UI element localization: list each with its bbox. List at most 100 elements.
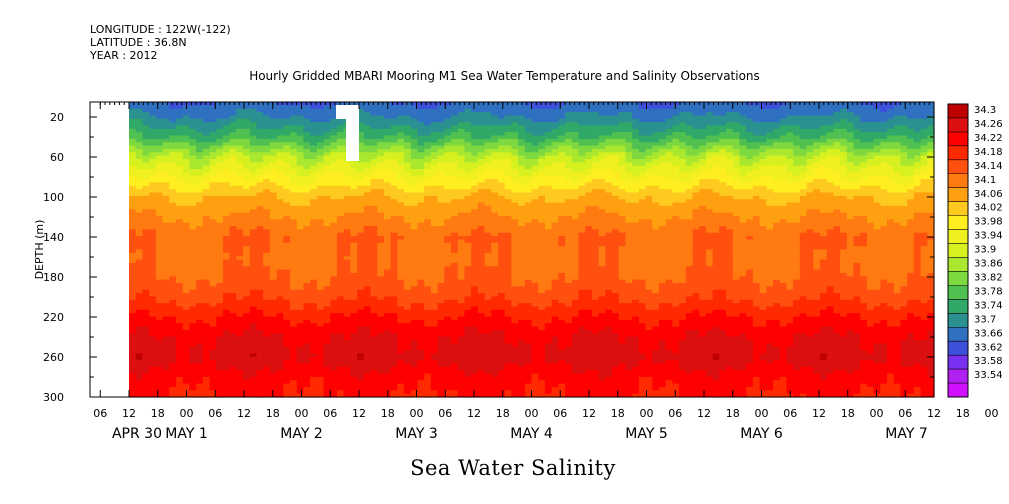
heatmap-cell [504, 118, 512, 123]
heatmap-cell [222, 165, 231, 170]
heatmap-cell [437, 172, 445, 177]
heatmap-cell [739, 185, 747, 190]
heatmap-cell [135, 189, 144, 194]
heatmap-cell [129, 192, 137, 197]
heatmap-cell [444, 118, 452, 123]
heatmap-cell [705, 226, 714, 230]
heatmap-cell [591, 205, 600, 210]
heatmap-cell [759, 209, 767, 214]
heatmap-cell [357, 148, 365, 153]
heatmap-cell [658, 232, 667, 237]
heatmap-cell [799, 172, 808, 177]
heatmap-cell [444, 229, 452, 234]
heatmap-cell [316, 182, 325, 187]
heatmap-cell [162, 162, 170, 167]
heatmap-cell [216, 142, 224, 147]
heatmap-cell [692, 212, 700, 217]
heatmap-cell [712, 125, 720, 130]
heatmap-cell [605, 128, 613, 133]
heatmap-cell [303, 135, 311, 140]
heatmap-cell [819, 172, 828, 177]
heatmap-cell [209, 212, 217, 217]
heatmap-cell [645, 179, 653, 184]
heatmap-cell [652, 128, 660, 133]
heatmap-cell [719, 209, 727, 214]
heatmap-cell [793, 215, 801, 220]
heatmap-cell [336, 219, 345, 224]
heatmap-cell [746, 175, 754, 180]
heatmap-cell [752, 112, 761, 117]
heatmap-cell [719, 202, 727, 207]
heatmap-cell [679, 118, 687, 123]
heatmap-cell [585, 179, 593, 184]
heatmap-cell [142, 155, 150, 160]
heatmap-cell [591, 226, 600, 230]
heatmap-cell [263, 236, 271, 241]
heatmap-cell [276, 128, 284, 133]
heatmap-cell [806, 152, 814, 157]
heatmap-cell [887, 152, 895, 157]
heatmap-cell [410, 179, 419, 184]
heatmap-cell [571, 165, 580, 170]
heatmap-cell [256, 169, 264, 173]
heatmap-cell [591, 128, 600, 133]
heatmap-cell [846, 189, 855, 194]
heatmap-cell [806, 155, 814, 160]
heatmap-cell [175, 158, 184, 163]
heatmap-cell [692, 175, 700, 180]
heatmap-cell [290, 209, 298, 214]
heatmap-cell [685, 175, 694, 180]
heatmap-cell [531, 205, 539, 210]
heatmap-cell [920, 155, 928, 160]
heatmap-cell [397, 199, 405, 204]
heatmap-cell [243, 236, 251, 241]
heatmap-cell [175, 165, 184, 170]
heatmap-cell [846, 125, 855, 130]
heatmap-cell [189, 125, 197, 130]
heatmap-cell [927, 219, 935, 224]
heatmap-cell [732, 155, 741, 160]
heatmap-cell [457, 226, 466, 230]
heatmap-cell [558, 236, 566, 241]
heatmap-cell [451, 189, 459, 194]
heatmap-cell [290, 102, 298, 106]
heatmap-cell [290, 195, 298, 200]
heatmap-cell [746, 132, 754, 137]
heatmap-cell [155, 115, 164, 120]
heatmap-cell [705, 182, 714, 187]
heatmap-cell [491, 222, 499, 227]
chart-title: Hourly Gridded MBARI Mooring M1 Sea Wate… [249, 69, 760, 83]
heatmap-cell [665, 118, 673, 123]
heatmap-cell [142, 226, 150, 230]
heatmap-cell [142, 222, 150, 227]
heatmap-cell [860, 102, 868, 106]
heatmap-cell [846, 212, 855, 217]
heatmap-cell [893, 212, 902, 217]
heatmap-cell [296, 115, 305, 120]
heatmap-cell [471, 175, 479, 180]
heatmap-cell [236, 148, 244, 153]
heatmap-cell [632, 169, 640, 173]
heatmap-cell [404, 182, 412, 187]
heatmap-cell [249, 202, 258, 207]
heatmap-cell [464, 145, 472, 150]
heatmap-cell [330, 115, 338, 120]
heatmap-cell [726, 199, 734, 204]
heatmap-cell [645, 172, 653, 177]
heatmap-cell [202, 215, 211, 220]
heatmap-cell [417, 118, 425, 123]
heatmap-cell [189, 189, 197, 194]
heatmap-cell [256, 185, 264, 190]
heatmap-cell [303, 189, 311, 194]
heatmap-cell [229, 229, 237, 234]
heatmap-cell [598, 122, 606, 127]
heatmap-cell [531, 199, 539, 204]
heatmap-cell [591, 232, 600, 237]
heatmap-cell [162, 118, 170, 123]
heatmap-cell [504, 226, 512, 230]
heatmap-cell [216, 185, 224, 190]
heatmap-cell [732, 172, 741, 177]
heatmap-cell [377, 189, 385, 194]
heatmap-cell [504, 175, 512, 180]
heatmap-cell [833, 202, 841, 207]
